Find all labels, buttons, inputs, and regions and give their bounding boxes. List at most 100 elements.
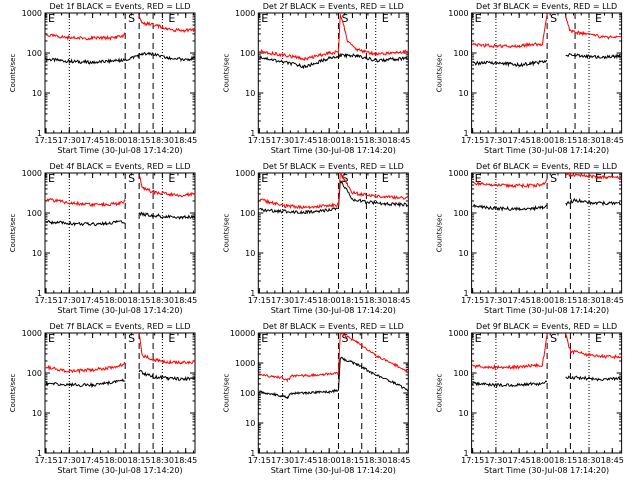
x-tick-label: 17:45 — [508, 456, 531, 465]
x-tick-label: 17:30 — [484, 296, 507, 305]
x-tick-label: 18:15 — [128, 136, 151, 145]
lld-line — [45, 332, 196, 375]
x-tick-label: 17:15 — [248, 296, 271, 305]
x-tick-label: 18:30 — [151, 456, 174, 465]
end-marker: E — [475, 332, 482, 345]
end-marker: E — [595, 332, 602, 345]
y-tick-label: 100 — [240, 49, 255, 58]
x-axis-label: Start Time (30-Jul-08 17:14:20) — [271, 466, 396, 475]
y-tick-label: 100 — [453, 369, 468, 378]
x-tick-label: 18:00 — [531, 136, 554, 145]
end-marker: E — [261, 332, 268, 345]
panel-8: Det 8f BLACK = Events, RED = LLD 1 10 100 10… — [222, 322, 410, 475]
start-marker: S — [341, 12, 348, 25]
x-tick-label: 18:45 — [387, 296, 410, 305]
x-tick-label: 18:30 — [364, 456, 387, 465]
panel-6: Det 6f BLACK = Events, RED = LLD 1 10 100 10… — [436, 162, 624, 315]
y-axis-label: Counts/sec — [222, 374, 230, 413]
y-tick-label: 1000 — [22, 169, 42, 178]
x-tick-label: 18:30 — [151, 296, 174, 305]
lld-line — [45, 14, 196, 41]
y-tick-label: 1 — [464, 449, 469, 458]
x-axis-label: Start Time (30-Jul-08 17:14:20) — [484, 146, 609, 155]
plot-frame — [471, 172, 623, 294]
x-tick-label: 18:00 — [104, 136, 127, 145]
y-tick-label: 1 — [250, 289, 255, 298]
events-line — [472, 197, 622, 212]
plot-frame — [44, 332, 196, 454]
x-tick-label: 18:30 — [364, 136, 387, 145]
y-tick-label: 1 — [250, 129, 255, 138]
x-tick-label: 18:15 — [554, 296, 577, 305]
end-marker: E — [168, 332, 175, 345]
panel-5: Det 5f BLACK = Events, RED = LLD 1 10 100 10… — [222, 162, 410, 315]
x-tick-label: 17:30 — [58, 456, 81, 465]
events-line — [45, 51, 196, 65]
y-tick-label: 1000 — [22, 329, 42, 338]
start-marker: S — [550, 12, 557, 25]
y-tick-label: 100 — [453, 209, 468, 218]
y-tick-label: 1000 — [235, 359, 255, 368]
end-marker: E — [48, 12, 55, 25]
panel-4: Det 4f BLACK = Events, RED = LLD 1 10 100 10… — [9, 162, 197, 315]
y-tick-label: 1000 — [448, 9, 468, 18]
plot-frame — [44, 12, 196, 134]
end-marker: E — [382, 12, 389, 25]
y-axis-label: Counts/sec — [9, 374, 17, 413]
x-tick-label: 17:45 — [294, 456, 317, 465]
y-tick-label: 1 — [37, 289, 42, 298]
x-tick-label: 18:45 — [601, 136, 624, 145]
lld-line — [472, 333, 623, 371]
panel-title: Det 1f BLACK = Events, RED = LLD — [49, 2, 190, 11]
events-line — [472, 52, 622, 69]
y-tick-label: 100 — [240, 389, 255, 398]
x-axis-label: Start Time (30-Jul-08 17:14:20) — [484, 466, 609, 475]
x-tick-label: 18:45 — [174, 296, 197, 305]
plot-frame — [257, 172, 409, 294]
end-marker: E — [168, 172, 175, 185]
panel-7: Det 7f BLACK = Events, RED = LLD 1 10 100 10… — [9, 322, 197, 475]
y-tick-label: 100 — [240, 209, 255, 218]
y-tick-label: 100 — [27, 49, 42, 58]
panel-title: Det 3f BLACK = Events, RED = LLD — [476, 2, 617, 11]
x-tick-label: 18:30 — [577, 296, 600, 305]
y-axis-label: Counts/sec — [222, 214, 230, 253]
x-tick-label: 17:30 — [271, 296, 294, 305]
x-tick-label: 17:45 — [81, 456, 104, 465]
x-axis-label: Start Time (30-Jul-08 17:14:20) — [271, 306, 396, 315]
x-tick-label: 17:15 — [35, 456, 58, 465]
y-tick-label: 1 — [464, 129, 469, 138]
panel-9: Det 9f BLACK = Events, RED = LLD 1 10 100 10… — [436, 322, 624, 475]
start-marker: S — [128, 332, 135, 345]
plot-frame — [257, 332, 409, 454]
x-axis-label: Start Time (30-Jul-08 17:14:20) — [484, 306, 609, 315]
x-tick-label: 18:15 — [341, 296, 364, 305]
panel-3: Det 3f BLACK = Events, RED = LLD 1 10 100 10… — [436, 2, 624, 155]
y-tick-label: 1 — [250, 449, 255, 458]
y-tick-label: 1000 — [22, 9, 42, 18]
end-marker: E — [595, 12, 602, 25]
x-tick-label: 17:15 — [35, 296, 58, 305]
x-tick-label: 18:15 — [128, 296, 151, 305]
lld-line — [45, 175, 196, 208]
start-marker: S — [341, 332, 348, 345]
y-tick-label: 10 — [32, 89, 42, 98]
y-tick-label: 10 — [458, 249, 468, 258]
y-axis-label: Counts/sec — [436, 214, 444, 253]
x-tick-label: 18:00 — [104, 296, 127, 305]
end-marker: E — [475, 172, 482, 185]
lld-line — [472, 13, 623, 49]
panel-2: Det 2f BLACK = Events, RED = LLD 1 10 100 10… — [222, 2, 410, 155]
plot-frame — [471, 12, 623, 134]
x-tick-label: 17:30 — [484, 136, 507, 145]
start-marker: S — [341, 172, 348, 185]
panel-title: Det 9f BLACK = Events, RED = LLD — [476, 322, 617, 331]
x-tick-label: 17:15 — [248, 136, 271, 145]
x-tick-label: 17:30 — [484, 456, 507, 465]
x-tick-label: 18:30 — [364, 296, 387, 305]
x-axis-label: Start Time (30-Jul-08 17:14:20) — [57, 146, 182, 155]
start-marker: S — [550, 172, 557, 185]
lld-line — [472, 172, 622, 189]
lld-line — [259, 332, 409, 383]
